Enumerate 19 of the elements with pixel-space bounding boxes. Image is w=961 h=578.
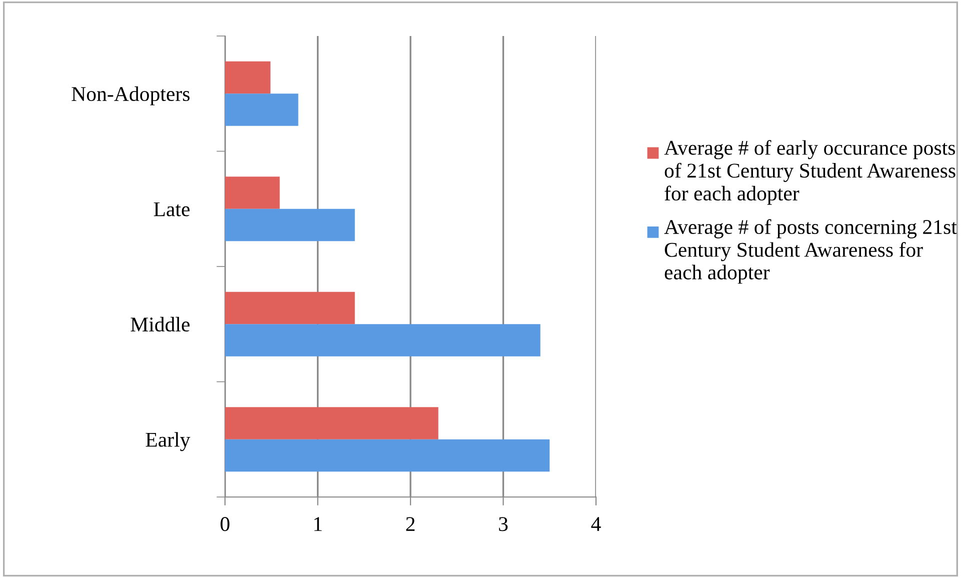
y-tick-label: Non-Adopters	[72, 86, 190, 106]
bar	[225, 439, 550, 472]
bar	[225, 61, 270, 94]
bar	[225, 292, 355, 324]
bar	[225, 94, 298, 126]
y-tick-label: Early	[146, 432, 190, 452]
bar	[225, 407, 438, 440]
x-tick-label: 3	[499, 517, 508, 532]
x-tick-label: 0	[220, 517, 230, 532]
y-tick-label: Middle	[130, 316, 190, 332]
legend-label: Average # of posts concerning 21st Century Student Awareness for each adopter	[664, 219, 957, 284]
bar	[225, 324, 540, 356]
x-tick-label: 4	[591, 517, 601, 531]
y-tick-label: Late	[154, 202, 190, 216]
x-tick-label: 1	[314, 517, 322, 531]
x-tick-label: 2	[406, 517, 415, 531]
bar	[225, 176, 280, 209]
bar	[225, 208, 355, 242]
legend-label: Average # of early occurance posts of 21st Century Student Awareness for each adopter	[664, 140, 956, 205]
